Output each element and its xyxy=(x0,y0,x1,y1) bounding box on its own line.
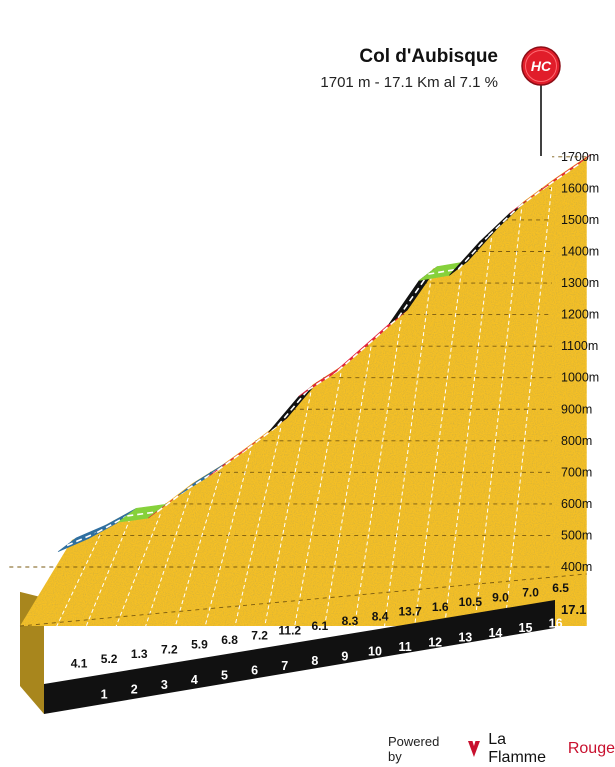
km-label: 12 xyxy=(428,635,442,649)
km-label: 3 xyxy=(161,678,168,692)
total-distance-label: 17.1 xyxy=(561,602,586,617)
y-tick-label: 900m xyxy=(561,402,592,416)
y-tick-label: 800m xyxy=(561,434,592,448)
y-tick-label: 1200m xyxy=(561,308,599,322)
profile-area xyxy=(20,156,587,627)
chart-title: Col d'Aubisque xyxy=(359,46,498,67)
y-tick-label: 700m xyxy=(561,465,592,479)
grid-line xyxy=(19,573,587,627)
gradient-label: 11.2 xyxy=(278,624,301,638)
y-tick-label: 1500m xyxy=(561,213,599,227)
gradient-label: 5.9 xyxy=(191,638,208,652)
gradient-label: 8.3 xyxy=(342,614,359,628)
km-line xyxy=(232,427,282,637)
km-label: 15 xyxy=(519,621,533,635)
y-tick-label: 1100m xyxy=(561,339,598,353)
hc-badge-label: HC xyxy=(531,58,552,74)
km-line xyxy=(442,238,492,637)
road-centerline xyxy=(127,510,158,517)
gradient-label: 10.5 xyxy=(459,595,483,609)
hc-badge-icon xyxy=(521,46,561,86)
km-label: 5 xyxy=(221,668,228,682)
road-centerline xyxy=(217,447,249,471)
km-line xyxy=(81,518,131,637)
gradient-label: 8.4 xyxy=(372,609,389,623)
km-line xyxy=(202,450,252,637)
road-centerline xyxy=(548,161,583,186)
km-line xyxy=(141,491,191,637)
km-label: 6 xyxy=(251,664,258,678)
road-centerline xyxy=(457,235,490,270)
brand-name-part1: La Flamme xyxy=(488,731,546,766)
y-tick-label: 1300m xyxy=(561,276,599,290)
road-centerline xyxy=(66,531,98,547)
gradient-label: 5.2 xyxy=(101,652,118,666)
y-tick-label: 1000m xyxy=(561,371,599,385)
road-centerline xyxy=(487,206,520,237)
km-line xyxy=(412,271,462,637)
km-label: 1 xyxy=(101,687,108,701)
y-tick-label: 500m xyxy=(561,528,592,542)
road-centerline xyxy=(277,389,309,427)
chart-subtitle: 1701 m - 17.1 Km al 7.1 % xyxy=(320,74,498,91)
road-centerline xyxy=(367,317,399,345)
gradient-label: 6.1 xyxy=(312,619,329,633)
km-label: 8 xyxy=(311,654,318,668)
powered-by-text: Powered by xyxy=(388,734,440,764)
footer: Powered by La Flamme Rouge xyxy=(388,731,615,766)
km-line xyxy=(382,276,432,637)
gradient-label: 4.1 xyxy=(71,657,88,671)
y-tick-label: 600m xyxy=(561,497,592,511)
km-label: 4 xyxy=(191,673,198,687)
km-label: 16 xyxy=(549,616,563,630)
km-line xyxy=(111,514,161,637)
km-label: 11 xyxy=(398,640,411,654)
gradient-label: 7.2 xyxy=(161,642,178,656)
road-centerline xyxy=(307,370,339,391)
gradient-label: 1.3 xyxy=(131,647,148,661)
km-line xyxy=(473,209,522,637)
km-band xyxy=(44,600,555,714)
road-centerline xyxy=(187,469,219,490)
km-label: 7 xyxy=(281,659,288,673)
km-line xyxy=(352,319,402,637)
road-centerline xyxy=(397,273,429,319)
road-centerline xyxy=(96,515,128,534)
road-centerline xyxy=(247,425,279,450)
km-label: 9 xyxy=(341,649,348,663)
km-label: 14 xyxy=(488,626,502,640)
km-line xyxy=(292,373,342,637)
km-line xyxy=(172,472,221,637)
y-tick-label: 1600m xyxy=(561,181,599,195)
y-tick-label: 400m xyxy=(561,560,592,574)
gradient-label: 6.8 xyxy=(221,633,238,647)
gradient-label: 6.5 xyxy=(552,581,569,595)
km-line xyxy=(51,534,101,637)
gradient-label: 7.0 xyxy=(522,586,539,600)
flame-logo-icon xyxy=(468,741,481,757)
gradient-label: 9.0 xyxy=(492,590,509,604)
road-centerline xyxy=(337,343,369,372)
km-line xyxy=(262,392,312,637)
brand-name-part2: Rouge xyxy=(567,740,615,757)
km-line xyxy=(503,187,553,637)
km-label: 13 xyxy=(458,631,472,645)
km-label: 10 xyxy=(368,645,382,659)
gradient-label: 7.2 xyxy=(251,628,268,642)
gradient-label: 1.6 xyxy=(432,600,449,614)
y-tick-label: 1400m xyxy=(561,245,599,259)
km-label: 2 xyxy=(131,683,138,697)
road-centerline xyxy=(428,268,459,275)
gradient-label: 13.7 xyxy=(398,605,422,619)
y-tick-label: 1700m xyxy=(561,150,599,164)
